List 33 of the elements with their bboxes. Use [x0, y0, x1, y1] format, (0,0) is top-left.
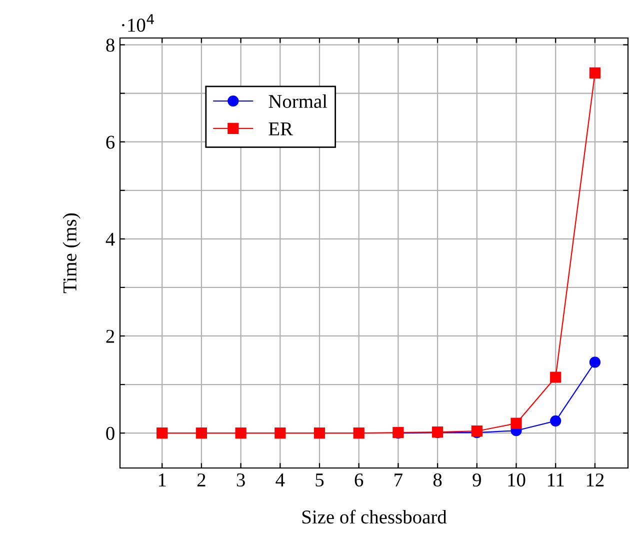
y-tick-label: 8 — [106, 38, 114, 52]
y-tick-label: 0 — [106, 426, 114, 440]
point — [510, 418, 522, 429]
point — [589, 67, 601, 78]
x-tick-label: 11 — [548, 474, 564, 486]
text: ·10$^{4}$ — [122, 14, 154, 32]
legend-label: Normal — [268, 94, 328, 108]
y-tick-label: 2 — [106, 330, 114, 343]
x-tick-label: 7 — [394, 474, 402, 486]
x-tick-label: 9 — [472, 473, 481, 487]
x-tick-label: 10 — [508, 473, 526, 487]
y-tick-label: 4 — [106, 232, 115, 246]
point — [196, 428, 208, 439]
x-tick-label: 1 — [158, 474, 166, 486]
x-tick-label: 4 — [276, 474, 285, 486]
point — [550, 415, 562, 426]
x-tick-label: 6 — [354, 473, 364, 487]
point — [156, 428, 168, 439]
point — [314, 428, 326, 439]
x-tick-label: 12 — [586, 473, 604, 486]
x-tick-label: 2 — [197, 473, 206, 486]
x-axis-title: Size of chessboard — [302, 510, 447, 524]
point — [589, 356, 601, 368]
x-tick-label: 8 — [433, 473, 442, 487]
legend-label: ER — [268, 122, 293, 136]
x-tick-label: 5 — [316, 474, 324, 487]
point — [274, 428, 286, 439]
point — [353, 428, 364, 439]
y-tick-label: 6 — [106, 136, 115, 149]
point — [550, 372, 562, 383]
x-tick-label: 3 — [236, 473, 245, 487]
point — [235, 428, 246, 439]
y-axis-title: Time (ms) — [62, 213, 80, 294]
